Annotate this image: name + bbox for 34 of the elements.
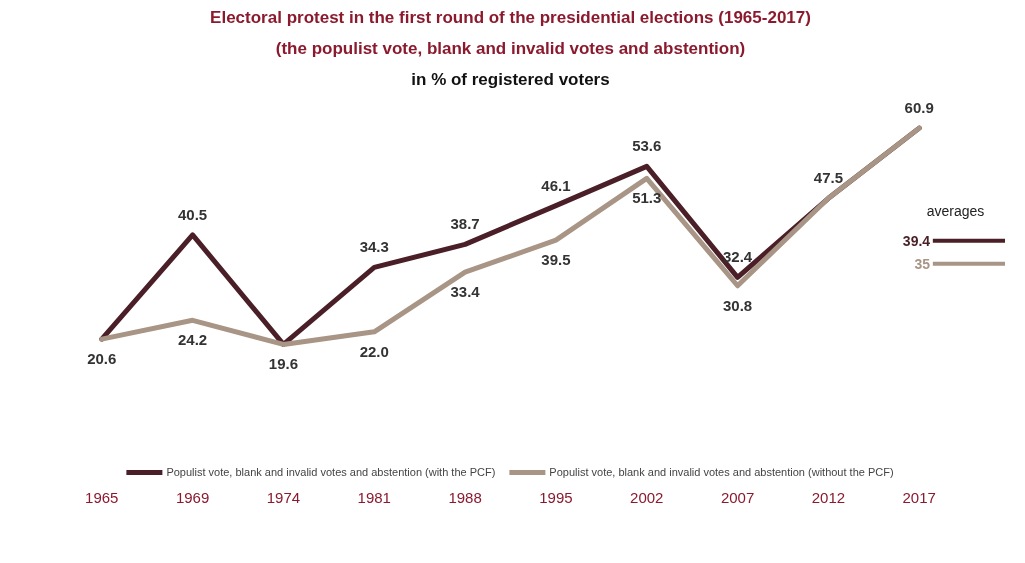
chart-subtitle: (the populist vote, blank and invalid votes and abstention) [275, 38, 746, 58]
x-tick-label: 1988 [448, 488, 482, 506]
x-tick-label: 1974 [266, 488, 301, 506]
legend-label: Populist vote, blank and invalid votes and abstention (with the PCF) [166, 466, 496, 478]
data-label: 51.3 [632, 189, 662, 207]
data-label: 46.1 [541, 176, 571, 194]
x-tick-label: 2012 [811, 488, 846, 506]
data-label: 34.3 [359, 238, 389, 256]
data-label: 22.0 [359, 342, 389, 360]
data-label: 60.9 [904, 99, 934, 117]
data-label: 40.5 [178, 205, 208, 223]
x-tick-label: 1981 [357, 488, 391, 506]
data-label: 32.4 [722, 248, 753, 266]
ref-line-label: 39.4 [902, 232, 931, 249]
data-label: 30.8 [722, 296, 753, 314]
x-tick-label: 1995 [539, 488, 573, 506]
legend-label: Populist vote, blank and invalid votes and abstention (without the PCF) [549, 466, 894, 478]
data-label: 39.5 [541, 251, 571, 269]
x-tick-label: 1969 [175, 488, 210, 506]
data-label: 38.7 [450, 215, 480, 233]
y-axis-title: in % of registered voters [411, 69, 610, 89]
data-label: 19.6 [268, 355, 299, 373]
ref-line-label: 35 [914, 255, 931, 272]
x-tick-label: 1965 [85, 488, 119, 506]
data-label: 33.4 [450, 283, 481, 301]
x-tick-label: 2007 [720, 488, 755, 506]
chart-title: Electoral protest in the first round of the presidential elections (1965-2017) [210, 7, 811, 27]
annotation: averages [926, 202, 985, 219]
data-label: 53.6 [632, 137, 662, 155]
data-label: 47.5 [813, 169, 843, 187]
x-tick-label: 2017 [902, 488, 936, 506]
x-tick-label: 2002 [630, 488, 664, 506]
data-label: 24.2 [178, 331, 208, 349]
data-label: 20.6 [87, 350, 117, 368]
